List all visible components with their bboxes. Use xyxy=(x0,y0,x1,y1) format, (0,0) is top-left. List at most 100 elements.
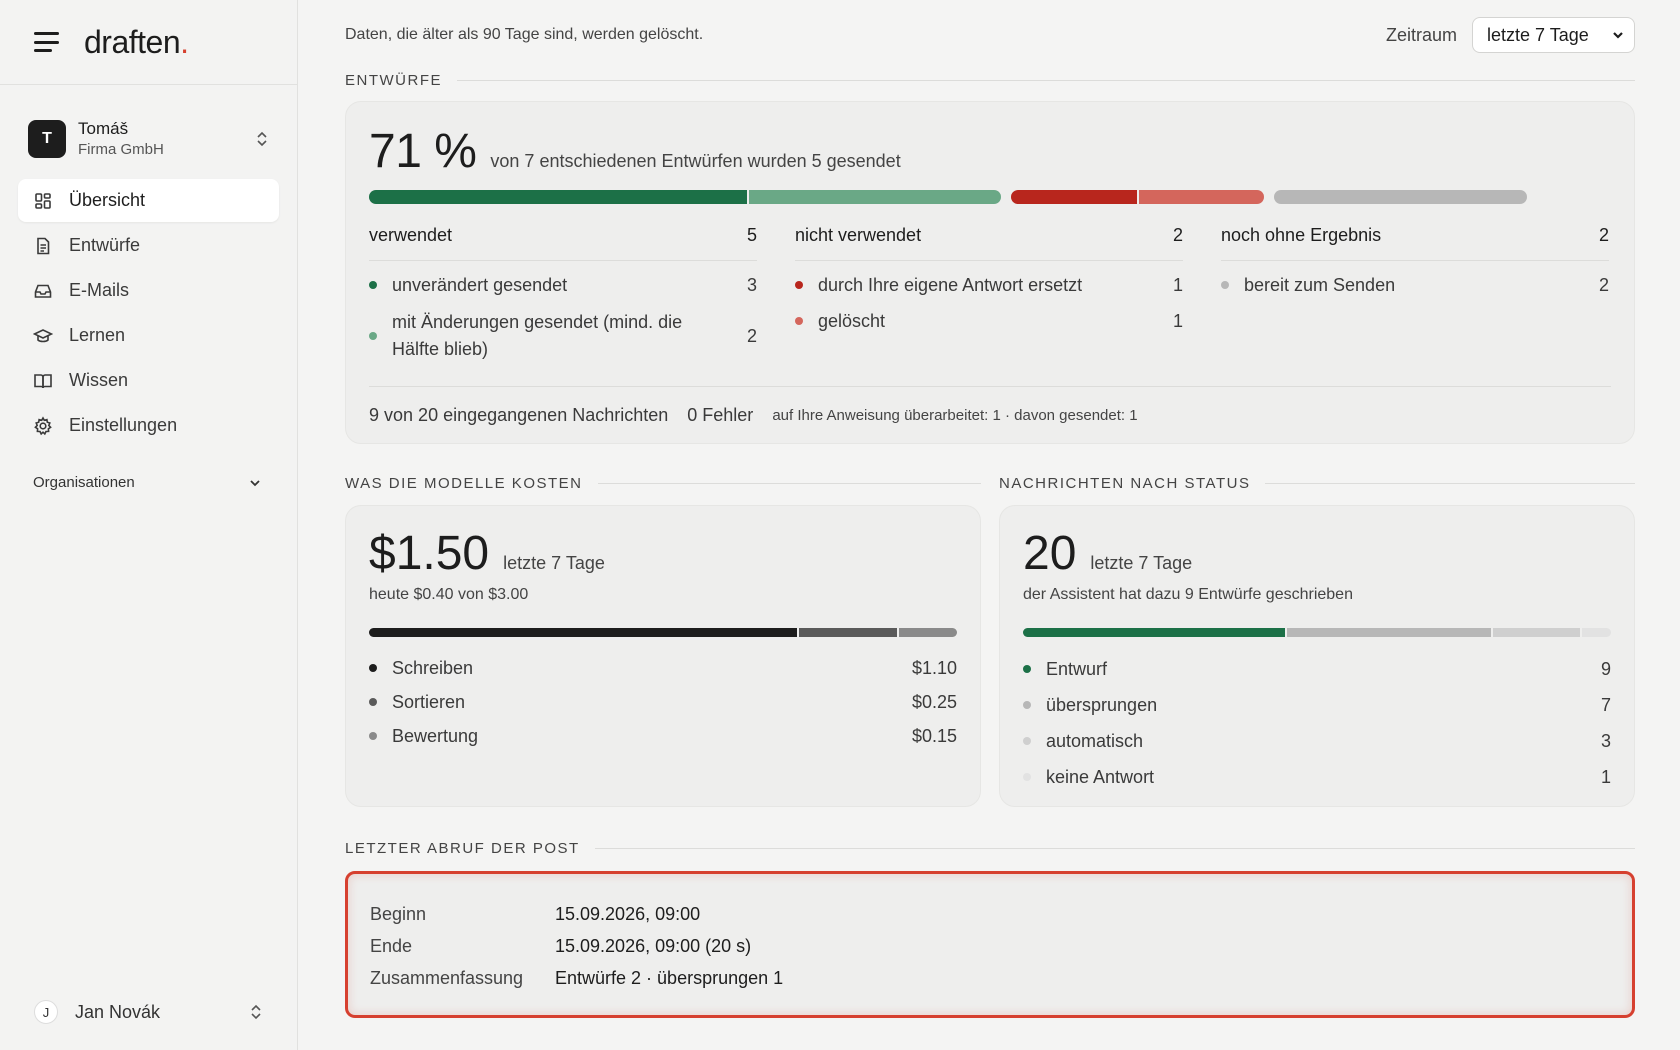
bar-segment xyxy=(1581,628,1611,637)
dot-icon xyxy=(369,332,377,340)
dot-icon xyxy=(369,664,377,672)
dot-icon xyxy=(1023,701,1031,709)
graduation-cap-icon xyxy=(33,326,53,346)
list-item: gelöscht 1 xyxy=(795,307,1183,335)
nav-item-uebersicht[interactable]: Übersicht xyxy=(18,179,279,222)
drafts-bar xyxy=(369,190,1611,204)
nav-item-emails[interactable]: E-Mails xyxy=(18,269,279,312)
bar-segment xyxy=(898,628,957,637)
column-count: 5 xyxy=(746,225,757,245)
organisations-toggle[interactable]: Organisationen xyxy=(0,469,297,495)
error-count: 0 Fehler xyxy=(687,405,754,425)
range-select[interactable]: letzte 7 Tage xyxy=(1472,17,1635,53)
logo: draften. xyxy=(84,23,189,60)
topbar: Daten, die älter als 90 Tage sind, werde… xyxy=(345,0,1635,70)
nav-item-label: Lernen xyxy=(69,325,126,345)
account-org: Firma GmbH xyxy=(78,141,164,158)
status-total: 20 xyxy=(1023,527,1077,580)
dot-icon xyxy=(369,698,377,706)
grid-icon xyxy=(33,191,53,211)
list-item: Bewertung $0.15 xyxy=(369,719,957,753)
bar-group-pending xyxy=(1274,190,1527,204)
organisations-label: Organisationen xyxy=(33,473,135,491)
nav-item-label: Entwürfe xyxy=(69,235,141,255)
bar-segment xyxy=(369,628,798,637)
fetch-row: Zusammenfassung Entwürfe 2 · übersprungen… xyxy=(370,967,784,988)
bar-segment xyxy=(369,190,748,204)
bar-segment xyxy=(1011,190,1137,204)
book-icon xyxy=(33,371,53,391)
dot-icon xyxy=(1023,737,1031,745)
column-label: noch ohne Ergebnis xyxy=(1221,225,1382,245)
list-item: unverändert gesendet 3 xyxy=(369,263,757,307)
document-icon xyxy=(33,236,53,256)
nav-item-lernen[interactable]: Lernen xyxy=(18,314,279,357)
section-title-drafts: ENTWÜRFE xyxy=(345,70,1635,90)
costs-card: $1.50 letzte 7 Tage heute $0.40 von $3.0… xyxy=(345,505,981,807)
list-item: Schreiben $1.10 xyxy=(369,651,957,685)
list-item: mit Änderungen gesendet (mind. die Hälft… xyxy=(369,307,757,365)
dot-icon xyxy=(795,281,803,289)
bar-segment xyxy=(1274,190,1527,204)
column-unused: nicht verwendet 2 durch Ihre eigene Antwo… xyxy=(795,225,1183,365)
chevron-down-icon xyxy=(249,476,261,488)
list-item: bereit zum Senden 2 xyxy=(1221,263,1609,307)
list-item: Entwurf 9 xyxy=(1023,651,1611,687)
column-count: 2 xyxy=(1172,225,1183,245)
drafts-summary: von 7 entschiedenen Entwürfen wurden 5 g… xyxy=(490,151,901,171)
column-pending: noch ohne Ergebnis 2 bereit zum Senden 2 xyxy=(1221,225,1609,365)
account-name: Tomáš xyxy=(78,119,129,138)
dot-icon xyxy=(369,281,377,289)
account-avatar: T xyxy=(28,120,66,158)
costs-bar xyxy=(369,628,957,637)
chevron-down-icon xyxy=(1613,32,1623,39)
column-label: nicht verwendet xyxy=(795,225,922,245)
nav-item-entwuerfe[interactable]: Entwürfe xyxy=(18,224,279,267)
revised-note: auf Ihre Anweisung überarbeitet: 1 · dav… xyxy=(772,407,1138,424)
user-menu[interactable]: J Jan Novák xyxy=(0,994,297,1030)
user-name: Jan Novák xyxy=(75,1001,161,1022)
dot-icon xyxy=(1023,665,1031,673)
nav-item-einstellungen[interactable]: Einstellungen xyxy=(18,404,279,447)
dot-icon xyxy=(795,317,803,325)
list-item: übersprungen 7 xyxy=(1023,687,1611,723)
fetch-row: Ende 15.09.2026, 09:00 (20 s) xyxy=(370,935,752,956)
bar-segment xyxy=(799,628,897,637)
inbox-icon xyxy=(33,281,53,301)
chevron-updown-icon xyxy=(255,129,269,149)
main-nav: Übersicht Entwürfe E-Mails Lernen Wissen… xyxy=(0,179,297,447)
status-bar xyxy=(1023,628,1611,637)
nav-item-label: Übersicht xyxy=(69,190,146,210)
column-label: verwendet xyxy=(369,225,453,245)
nav-item-label: E-Mails xyxy=(69,280,130,300)
section-title-costs: WAS DIE MODELLE KOSTEN xyxy=(345,473,981,493)
section-title-last-fetch: LETZTER ABRUF DER POST xyxy=(345,838,1635,858)
column-count: 2 xyxy=(1598,225,1609,245)
brand-header: draften. xyxy=(0,0,297,85)
column-used: verwendet 5 unverändert gesendet 3 mit Än… xyxy=(369,225,757,365)
chevron-updown-icon xyxy=(249,1002,263,1022)
status-card: 20 letzte 7 Tage der Assistent hat dazu … xyxy=(999,505,1635,807)
drafts-percent: 71 % xyxy=(369,125,477,178)
menu-icon[interactable] xyxy=(34,32,59,52)
last-fetch-card: Beginn 15.09.2026, 09:00 Ende 15.09.2026, … xyxy=(345,871,1635,1018)
nav-item-label: Wissen xyxy=(69,370,129,390)
list-item: automatisch 3 xyxy=(1023,723,1611,759)
bar-group-used xyxy=(369,190,1002,204)
costs-today: heute $0.40 von $3.00 xyxy=(369,586,529,603)
list-item: Sortieren $0.25 xyxy=(369,685,957,719)
account-switcher[interactable]: T Tomáš Firma GmbH xyxy=(0,117,297,161)
main-content: Daten, die älter als 90 Tage sind, werde… xyxy=(345,0,1635,1018)
bar-segment xyxy=(749,190,1002,204)
bar-segment xyxy=(1492,628,1580,637)
nav-item-wissen[interactable]: Wissen xyxy=(18,359,279,402)
dot-icon xyxy=(369,732,377,740)
sidebar: draften. T Tomáš Firma GmbH Übersicht En… xyxy=(0,0,298,1050)
incoming-messages: 9 von 20 eingegangenen Nachrichten xyxy=(369,405,669,425)
nav-item-label: Einstellungen xyxy=(69,415,178,435)
retention-note: Daten, die älter als 90 Tage sind, werde… xyxy=(345,26,704,43)
fetch-row: Beginn 15.09.2026, 09:00 xyxy=(370,903,701,924)
bar-segment xyxy=(1023,628,1285,637)
costs-period: letzte 7 Tage xyxy=(503,553,605,573)
range-select-value: letzte 7 Tage xyxy=(1487,24,1589,45)
